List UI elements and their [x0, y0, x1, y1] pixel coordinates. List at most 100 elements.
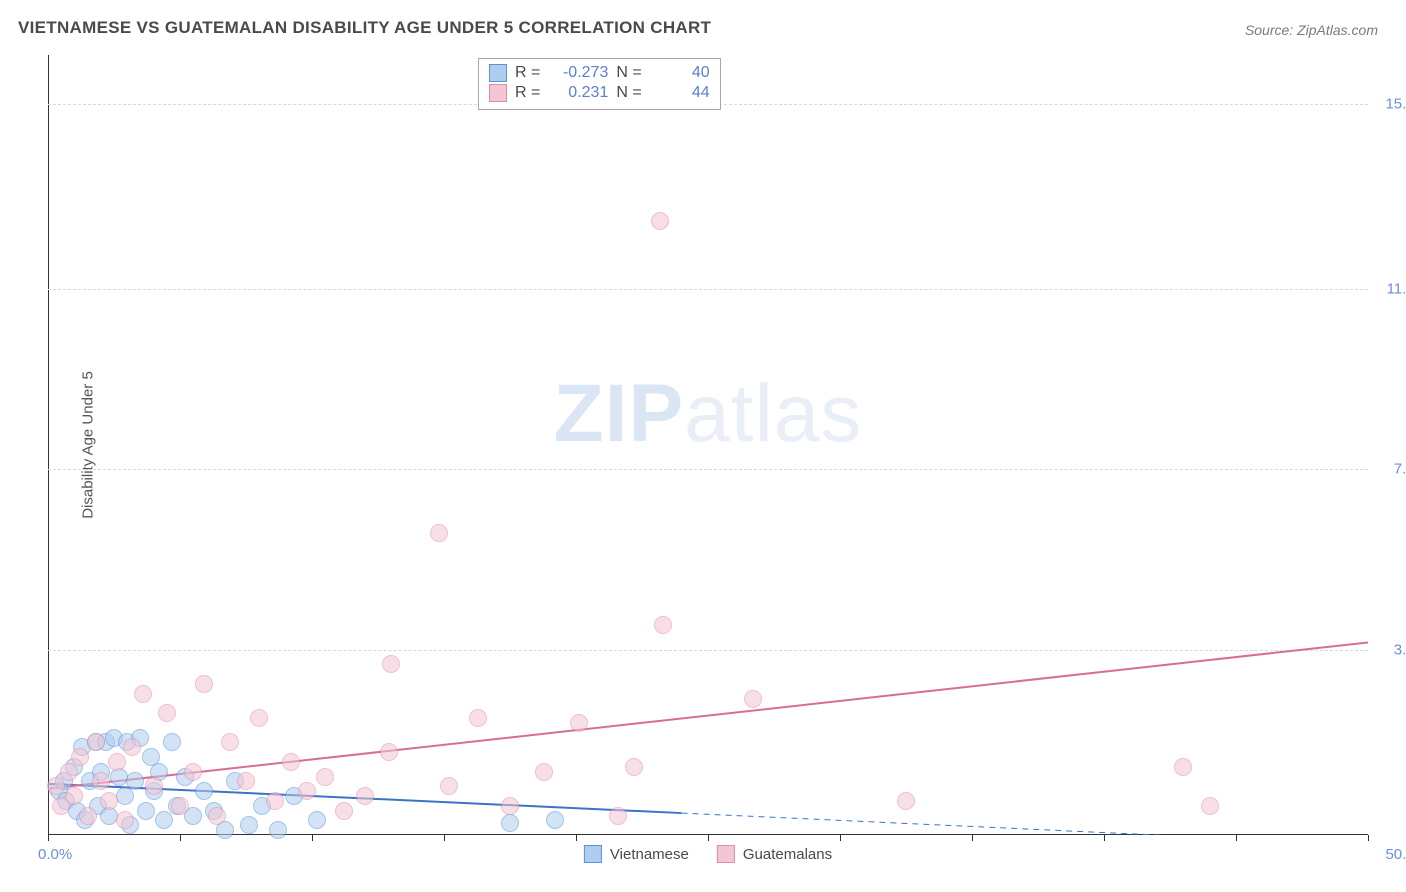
trend-line-solid — [48, 642, 1368, 788]
x-tick — [48, 835, 49, 841]
data-point — [282, 753, 300, 771]
data-point — [501, 814, 519, 832]
data-point — [108, 753, 126, 771]
data-point — [1201, 797, 1219, 815]
data-point — [654, 616, 672, 634]
x-tick — [180, 835, 181, 841]
data-point — [123, 738, 141, 756]
data-point — [298, 782, 316, 800]
data-point — [158, 704, 176, 722]
x-tick — [312, 835, 313, 841]
legend-label-2: Guatemalans — [743, 846, 832, 863]
legend-label-1: Vietnamese — [610, 846, 689, 863]
data-point — [570, 714, 588, 732]
watermark: ZIPatlas — [554, 367, 863, 461]
data-point — [65, 787, 83, 805]
n-label: N = — [616, 64, 641, 82]
data-point — [208, 807, 226, 825]
data-point — [469, 709, 487, 727]
swatch-series-2 — [489, 84, 507, 102]
data-point — [134, 685, 152, 703]
data-point — [171, 797, 189, 815]
swatch-series-1 — [489, 64, 507, 82]
watermark-atlas: atlas — [684, 368, 862, 459]
data-point — [100, 792, 118, 810]
data-point — [356, 787, 374, 805]
gridline — [48, 469, 1368, 470]
data-point — [155, 811, 173, 829]
source-name: ZipAtlas.com — [1297, 22, 1378, 38]
data-point — [250, 709, 268, 727]
data-point — [184, 763, 202, 781]
data-point — [221, 733, 239, 751]
y-tick-label: 3.8% — [1373, 641, 1406, 658]
x-min-label: 0.0% — [38, 846, 72, 863]
data-point — [440, 777, 458, 795]
x-tick — [1368, 835, 1369, 841]
data-point — [126, 772, 144, 790]
correlation-stats-box: R = -0.273 N = 40 R = 0.231 N = 44 — [478, 58, 721, 110]
data-point — [430, 524, 448, 542]
bottom-legend: Vietnamese Guatemalans — [584, 845, 832, 863]
data-point — [1174, 758, 1192, 776]
r-label: R = — [515, 84, 540, 102]
data-point — [145, 777, 163, 795]
data-point — [380, 743, 398, 761]
data-point — [79, 807, 97, 825]
data-point — [651, 212, 669, 230]
data-point — [535, 763, 553, 781]
data-point — [47, 777, 65, 795]
r-label: R = — [515, 64, 540, 82]
data-point — [269, 821, 287, 839]
x-tick — [576, 835, 577, 841]
data-point — [137, 802, 155, 820]
data-point — [609, 807, 627, 825]
stats-row-series-1: R = -0.273 N = 40 — [489, 63, 710, 83]
gridline — [48, 650, 1368, 651]
data-point — [382, 655, 400, 673]
data-point — [71, 748, 89, 766]
legend-item-2: Guatemalans — [717, 845, 832, 863]
data-point — [546, 811, 564, 829]
n-label: N = — [616, 84, 641, 102]
data-point — [92, 772, 110, 790]
gridline — [48, 289, 1368, 290]
watermark-zip: ZIP — [554, 368, 685, 459]
x-tick — [840, 835, 841, 841]
y-tick-label: 11.2% — [1373, 281, 1406, 298]
y-axis-label: Disability Age Under 5 — [79, 371, 96, 519]
trend-line-dashed — [682, 813, 1368, 835]
data-point — [625, 758, 643, 776]
n-value-2: 44 — [650, 84, 710, 102]
chart-area: ZIPatlas Disability Age Under 5 R = -0.2… — [48, 55, 1368, 835]
data-point — [897, 792, 915, 810]
data-point — [163, 733, 181, 751]
data-point — [116, 811, 134, 829]
source-prefix: Source: — [1245, 22, 1297, 38]
y-tick-label: 7.5% — [1373, 461, 1406, 478]
trend-lines — [48, 55, 1368, 835]
source-attribution: Source: ZipAtlas.com — [1245, 22, 1378, 38]
data-point — [501, 797, 519, 815]
chart-title: VIETNAMESE VS GUATEMALAN DISABILITY AGE … — [18, 18, 711, 38]
data-point — [87, 733, 105, 751]
data-point — [237, 772, 255, 790]
y-tick-label: 15.0% — [1373, 95, 1406, 112]
x-tick — [972, 835, 973, 841]
data-point — [308, 811, 326, 829]
legend-item-1: Vietnamese — [584, 845, 689, 863]
data-point — [744, 690, 762, 708]
chart-header: VIETNAMESE VS GUATEMALAN DISABILITY AGE … — [0, 0, 1406, 46]
n-value-1: 40 — [650, 64, 710, 82]
r-value-1: -0.273 — [548, 64, 608, 82]
data-point — [266, 792, 284, 810]
data-point — [335, 802, 353, 820]
x-tick — [1104, 835, 1105, 841]
legend-swatch-2 — [717, 845, 735, 863]
x-tick — [708, 835, 709, 841]
data-point — [195, 782, 213, 800]
data-point — [316, 768, 334, 786]
x-max-label: 50.0% — [1385, 846, 1406, 863]
data-point — [240, 816, 258, 834]
legend-swatch-1 — [584, 845, 602, 863]
